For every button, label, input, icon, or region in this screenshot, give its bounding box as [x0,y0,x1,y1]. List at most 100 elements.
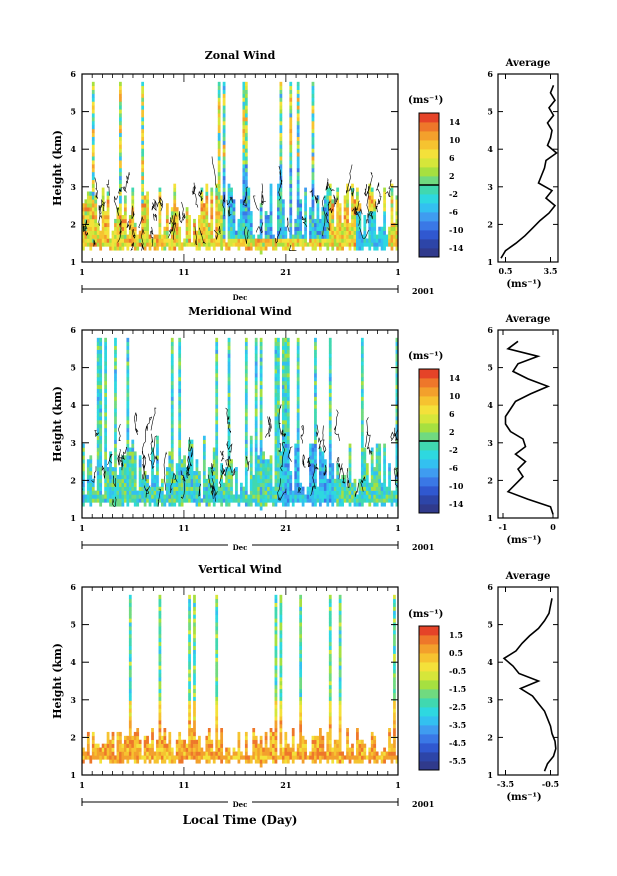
heatmap-cell [314,246,317,251]
heatmap-cell [232,207,236,212]
heatmap-cell [279,700,283,705]
heatmap-cell [94,211,98,216]
heatmap-cell [296,463,300,468]
heatmap-cell [146,242,149,247]
heatmap-cell [279,207,283,212]
colorbar-swatch [419,477,439,487]
heatmap-cell [175,215,179,220]
heatmap-cell [188,610,191,615]
heatmap-cell [370,471,374,476]
heatmap-cell [281,435,285,440]
heatmap-cell [225,759,228,764]
heatmap-cell [119,482,122,487]
heatmap-cell [190,731,194,737]
heatmap-cell [128,215,132,220]
heatmap-cell [116,739,120,744]
heatmap-cell [185,215,189,220]
heatmap-cell [188,626,191,631]
heatmap-cell [356,222,359,228]
heatmap-cell [277,478,280,484]
heatmap-cell [99,416,103,421]
heatmap-cell [286,494,290,499]
heatmap-cell [244,747,248,752]
heatmap-cell [111,482,115,487]
heatmap-cell [341,751,344,756]
heatmap-cell [173,242,177,247]
heatmap-cell [217,490,221,495]
heatmap-cell [279,696,283,701]
heatmap-cell [207,755,211,760]
heatmap-cell [296,459,300,464]
heatmap-cell [210,474,214,480]
heatmap-cell [114,238,117,243]
heatmap-cell [116,478,120,484]
heatmap-cell [232,494,236,499]
heatmap-cell [244,400,248,405]
heatmap-cell [101,195,105,200]
heatmap-cell [328,720,332,725]
heatmap-cell [165,755,169,760]
heatmap-cell [133,474,137,480]
heatmap-cell [351,234,354,239]
heatmap-cell [296,392,300,397]
heatmap-cell [304,230,307,235]
heatmap-cell [237,751,241,756]
profile-y-tick-label: 4 [487,144,493,154]
heatmap-cell [141,230,145,235]
heatmap-cell [188,739,191,744]
heatmap-cell [348,482,352,487]
heatmap-cell [123,486,127,491]
heatmap-cell [212,478,216,484]
heatmap-cell [225,486,228,491]
heatmap-cell [247,211,251,216]
heatmap-cell [114,226,117,231]
heatmap-cell [277,369,280,374]
heatmap-cell [193,626,196,631]
heatmap-cell [284,467,288,472]
heatmap-cell [242,215,246,220]
heatmap-cell [178,498,182,503]
heatmap-cell [296,160,300,165]
contour-line [117,219,122,243]
heatmap-cell [128,222,132,228]
heatmap-cell [373,486,377,491]
heatmap-cell [291,498,295,503]
contour-line [167,215,174,238]
heatmap-cell [178,353,182,358]
heatmap-cell [254,337,258,343]
heatmap-cell [338,669,342,674]
heatmap-cell [316,490,320,495]
contour-line [327,178,335,192]
heatmap-cell [311,471,315,476]
heatmap-cell [314,242,317,247]
heatmap-cell [195,459,199,464]
colorbar-swatch [419,167,439,177]
heatmap-cell [91,735,95,741]
heatmap-cell [279,630,283,635]
heatmap-cell [94,195,98,200]
heatmap-cell [131,447,135,452]
heatmap-cell [358,502,362,507]
heatmap-cell [136,759,140,764]
heatmap-cell [119,747,122,752]
heatmap-cell [274,728,278,733]
heatmap-cell [378,463,382,468]
heatmap-cell [395,396,398,401]
heatmap-cell [210,207,214,212]
heatmap-cell [316,234,320,239]
heatmap-cell [388,230,391,235]
heatmap-cell [294,451,298,456]
colorbar-swatch [419,221,439,231]
heatmap-cell [121,747,125,752]
heatmap-cell [244,474,248,480]
heatmap-cell [388,478,391,484]
heatmap-cell [215,602,219,607]
heatmap-cell [146,755,149,760]
heatmap-cell [227,187,231,192]
heatmap-cell [244,739,248,744]
heatmap-cell [128,486,132,491]
heatmap-cell [222,494,226,499]
heatmap-cell [296,365,300,370]
heatmap-cell [304,755,307,760]
